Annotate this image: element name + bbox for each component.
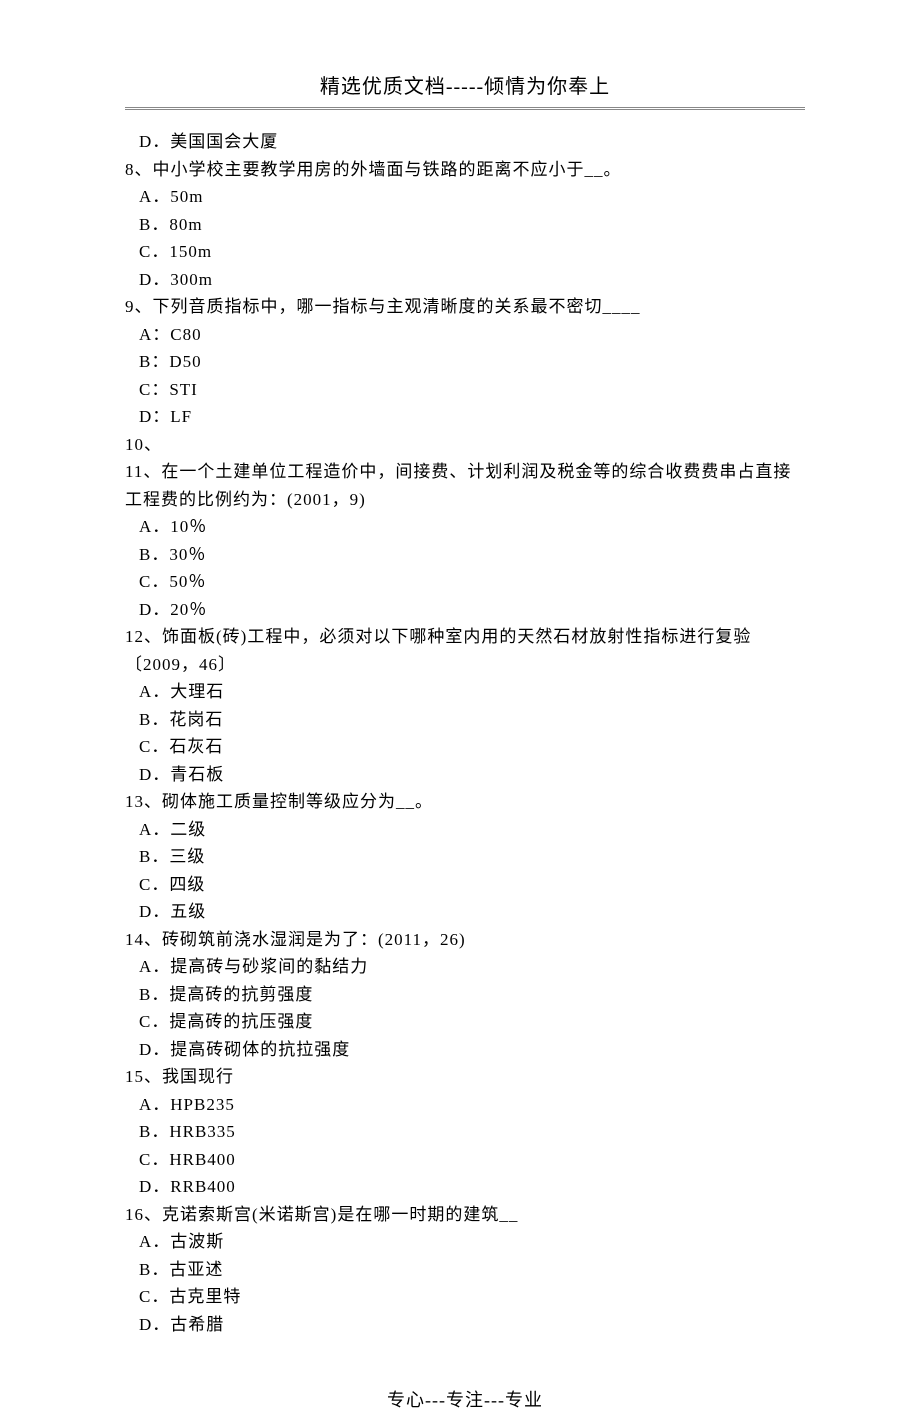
q12-option-b: B．花岗石	[139, 706, 805, 734]
q8-option-d: D．300m	[139, 266, 805, 294]
q16-option-b: B．古亚述	[139, 1256, 805, 1284]
q11-option-d: D．20％	[139, 596, 805, 624]
q14-text: 14、砖砌筑前浇水湿润是为了：(2011，26)	[125, 926, 805, 954]
q8-text: 8、中小学校主要教学用房的外墙面与铁路的距离不应小于__。	[125, 156, 805, 184]
q9-text: 9、下列音质指标中，哪一指标与主观清晰度的关系最不密切____	[125, 293, 805, 321]
page-header: 精选优质文档-----倾情为你奉上	[125, 70, 805, 99]
q8-option-c: C．150m	[139, 238, 805, 266]
q14-option-d: D．提高砖砌体的抗拉强度	[139, 1036, 805, 1064]
q13-option-a: A．二级	[139, 816, 805, 844]
header-divider	[125, 107, 805, 110]
q16-option-d: D．古希腊	[139, 1311, 805, 1339]
q16-option-a: A．古波斯	[139, 1228, 805, 1256]
q14-option-b: B．提高砖的抗剪强度	[139, 981, 805, 1009]
page-footer: 专心---专注---专业	[125, 1386, 805, 1412]
q13-text: 13、砌体施工质量控制等级应分为__。	[125, 788, 805, 816]
q13-option-b: B．三级	[139, 843, 805, 871]
q9-option-a: A：C80	[139, 321, 805, 349]
q12-option-d: D．青石板	[139, 761, 805, 789]
q15-option-a: A．HPB235	[139, 1091, 805, 1119]
q14-option-c: C．提高砖的抗压强度	[139, 1008, 805, 1036]
q13-option-c: C．四级	[139, 871, 805, 899]
q11-option-b: B．30％	[139, 541, 805, 569]
q15-option-c: C．HRB400	[139, 1146, 805, 1174]
q15-option-d: D．RRB400	[139, 1173, 805, 1201]
q12-text: 12、饰面板(砖)工程中，必须对以下哪种室内用的天然石材放射性指标进行复验〔20…	[125, 623, 805, 678]
q16-option-c: C．古克里特	[139, 1283, 805, 1311]
q15-option-b: B．HRB335	[139, 1118, 805, 1146]
q11-text: 11、在一个土建单位工程造价中，间接费、计划利润及税金等的综合收费费串占直接工程…	[125, 458, 805, 513]
q9-option-c: C：STI	[139, 376, 805, 404]
q11-option-c: C．50％	[139, 568, 805, 596]
q7-option-d: D．美国国会大厦	[139, 128, 805, 156]
q15-text: 15、我国现行	[125, 1063, 805, 1091]
q9-option-b: B：D50	[139, 348, 805, 376]
q12-option-c: C．石灰石	[139, 733, 805, 761]
q11-option-a: A．10％	[139, 513, 805, 541]
q10-text: 10、	[125, 431, 805, 459]
q12-option-a: A．大理石	[139, 678, 805, 706]
q16-text: 16、克诺索斯宫(米诺斯宫)是在哪一时期的建筑__	[125, 1201, 805, 1229]
q14-option-a: A．提高砖与砂浆间的黏结力	[139, 953, 805, 981]
q8-option-b: B．80m	[139, 211, 805, 239]
q8-option-a: A．50m	[139, 183, 805, 211]
q13-option-d: D．五级	[139, 898, 805, 926]
q9-option-d: D：LF	[139, 403, 805, 431]
